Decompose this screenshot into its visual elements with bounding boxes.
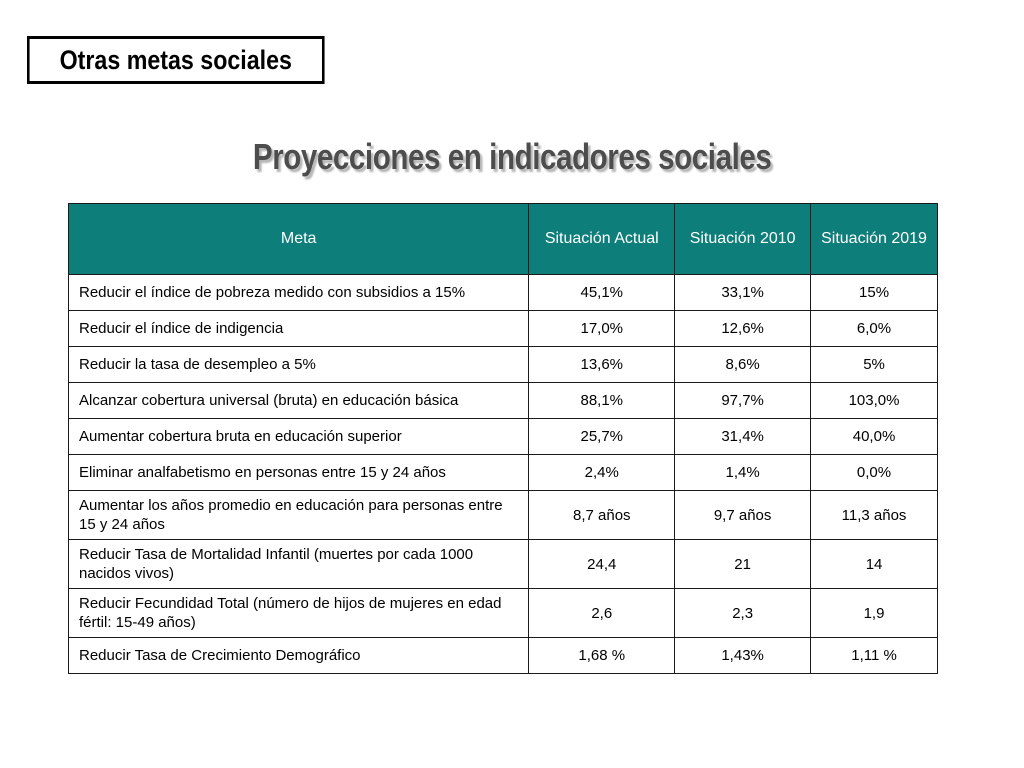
page-title-text: Proyecciones en indicadores sociales (252, 136, 772, 177)
cell-actual: 2,6 (528, 588, 676, 638)
table-row: Aumentar cobertura bruta en educación su… (67, 418, 938, 455)
cell-meta: Reducir el índice de pobreza medido con … (67, 274, 530, 311)
cell-meta: Eliminar analfabetismo en personas entre… (67, 454, 530, 491)
cell-2010: 31,4% (674, 418, 812, 455)
cell-2010: 1,4% (674, 454, 812, 491)
cell-actual: 88,1% (528, 382, 676, 419)
cell-2019: 11,3 años (810, 490, 938, 540)
section-label: Otras metas sociales (59, 44, 292, 75)
column-header-meta: Meta (67, 203, 530, 275)
cell-actual: 1,68 % (528, 637, 676, 674)
cell-2019: 1,11 % (810, 637, 938, 674)
section-label-box: Otras metas sociales (27, 36, 325, 84)
cell-meta: Reducir el índice de indigencia (67, 310, 530, 347)
cell-2019: 0,0% (810, 454, 938, 491)
cell-meta: Aumentar cobertura bruta en educación su… (67, 418, 530, 455)
cell-2019: 103,0% (810, 382, 938, 419)
table-row: Reducir la tasa de desempleo a 5% 13,6% … (67, 346, 938, 383)
cell-actual: 13,6% (528, 346, 676, 383)
cell-meta: Reducir Tasa de Mortalidad Infantil (mue… (67, 539, 530, 589)
cell-2010: 21 (674, 539, 812, 589)
table-row: Eliminar analfabetismo en personas entre… (67, 454, 938, 491)
table-row: Reducir Fecundidad Total (número de hijo… (67, 588, 938, 638)
cell-2010: 33,1% (674, 274, 812, 311)
cell-2010: 12,6% (674, 310, 812, 347)
cell-2019: 14 (810, 539, 938, 589)
table-row: Reducir Tasa de Mortalidad Infantil (mue… (67, 539, 938, 589)
cell-meta: Reducir Fecundidad Total (número de hijo… (67, 588, 530, 638)
cell-2019: 1,9 (810, 588, 938, 638)
cell-meta: Reducir la tasa de desempleo a 5% (67, 346, 530, 383)
column-header-2010: Situación 2010 (674, 203, 812, 275)
table-row: Aumentar los años promedio en educación … (67, 490, 938, 540)
column-header-actual: Situación Actual (528, 203, 676, 275)
cell-meta: Aumentar los años promedio en educación … (67, 490, 530, 540)
cell-2010: 1,43% (674, 637, 812, 674)
page-title: Proyecciones en indicadores sociales (0, 136, 1024, 178)
cell-2019: 40,0% (810, 418, 938, 455)
table-row: Reducir el índice de pobreza medido con … (67, 274, 938, 311)
projections-table: Meta Situación Actual Situación 2010 Sit… (67, 203, 938, 674)
column-header-2019: Situación 2019 (810, 203, 938, 275)
cell-2010: 2,3 (674, 588, 812, 638)
cell-2010: 97,7% (674, 382, 812, 419)
cell-actual: 25,7% (528, 418, 676, 455)
cell-actual: 2,4% (528, 454, 676, 491)
cell-2010: 8,6% (674, 346, 812, 383)
cell-2019: 6,0% (810, 310, 938, 347)
table-row: Alcanzar cobertura universal (bruta) en … (67, 382, 938, 419)
table-row: Reducir el índice de indigencia 17,0% 12… (67, 310, 938, 347)
table-header-row: Meta Situación Actual Situación 2010 Sit… (67, 203, 938, 275)
cell-meta: Alcanzar cobertura universal (bruta) en … (67, 382, 530, 419)
cell-actual: 24,4 (528, 539, 676, 589)
cell-2019: 5% (810, 346, 938, 383)
cell-2019: 15% (810, 274, 938, 311)
cell-meta: Reducir Tasa de Crecimiento Demográfico (67, 637, 530, 674)
cell-actual: 17,0% (528, 310, 676, 347)
table-row: Reducir Tasa de Crecimiento Demográfico … (67, 637, 938, 674)
cell-actual: 45,1% (528, 274, 676, 311)
cell-2010: 9,7 años (674, 490, 812, 540)
cell-actual: 8,7 años (528, 490, 676, 540)
